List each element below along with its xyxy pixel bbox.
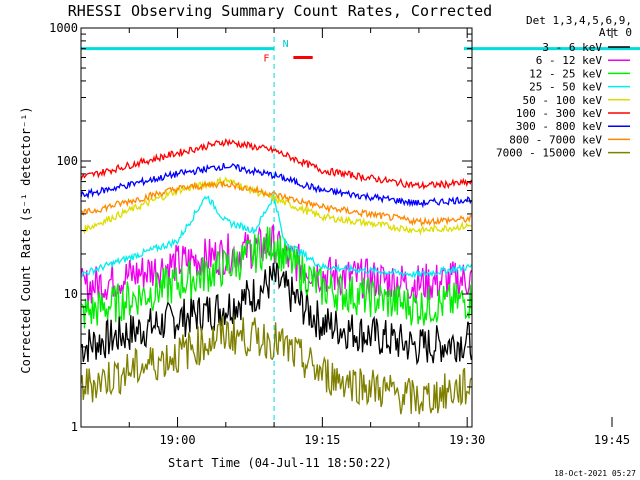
x-tick-label: 19:45 bbox=[594, 433, 630, 447]
legend-entry: 25 - 50 keV bbox=[529, 81, 602, 94]
series-line-8 bbox=[80, 316, 472, 415]
legend-entry: 300 - 800 keV bbox=[516, 120, 602, 133]
legend-header-line: Att 0 bbox=[599, 26, 632, 39]
legend-entry: 50 - 100 keV bbox=[523, 94, 603, 107]
x-tick-label: 19:15 bbox=[304, 433, 340, 447]
y-tick-label: 1000 bbox=[49, 21, 78, 35]
legend-entry: 12 - 25 keV bbox=[529, 67, 602, 80]
legend-entry: 6 - 12 keV bbox=[536, 54, 603, 67]
legend-entry: 800 - 7000 keV bbox=[509, 133, 602, 146]
y-tick-label: 100 bbox=[56, 154, 78, 168]
y-axis-label: Corrected Count Rate (s⁻¹ detector⁻¹) bbox=[19, 106, 33, 373]
timestamp: 18-Oct-2021 05:27 bbox=[554, 469, 636, 478]
x-axis-label: Start Time (04-Jul-11 18:50:22) bbox=[168, 456, 392, 470]
chart-title: RHESSI Observing Summary Count Rates, Co… bbox=[68, 2, 492, 20]
series-line-0 bbox=[80, 262, 473, 366]
series-line-7 bbox=[80, 179, 472, 227]
series-line-4 bbox=[80, 176, 472, 236]
x-tick-label: 19:00 bbox=[159, 433, 195, 447]
series-layer bbox=[80, 137, 473, 415]
flare-flag-label: F bbox=[263, 53, 269, 64]
series-line-5 bbox=[80, 137, 473, 191]
y-axis: 1 10 100 1000 bbox=[49, 21, 472, 434]
legend-header-line: Det 1,3,4,5,6,9, bbox=[526, 14, 632, 27]
legend-entry: 7000 - 15000 keV bbox=[496, 147, 602, 160]
y-tick-label: 10 bbox=[64, 287, 78, 301]
plot-frame bbox=[80, 27, 473, 428]
series-line-6 bbox=[80, 162, 472, 209]
legend-entry: 3 - 6 keV bbox=[542, 41, 602, 54]
night-flag-label: N bbox=[283, 39, 289, 50]
x-tick-label: 19:30 bbox=[449, 433, 485, 447]
legend-entry: 100 - 300 keV bbox=[516, 107, 602, 120]
series-line-2 bbox=[80, 226, 473, 329]
series-line-3 bbox=[80, 194, 472, 280]
y-tick-label: 1 bbox=[71, 420, 78, 434]
